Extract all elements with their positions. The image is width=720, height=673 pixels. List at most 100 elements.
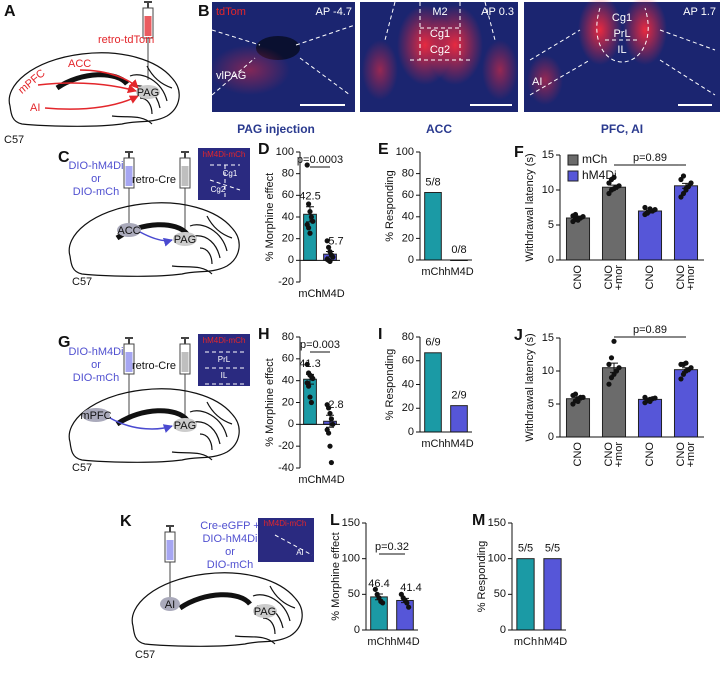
x-tick-label: CNO (675, 265, 687, 290)
y-tick-label: 100 (342, 553, 360, 565)
p-value-label: p=0.32 (375, 541, 409, 553)
panel-letter: L (330, 512, 340, 529)
bar (637, 398, 663, 438)
label-signal (578, 0, 622, 65)
data-point (647, 206, 653, 212)
y-axis-label: Withdrawal latency (s) (524, 333, 536, 441)
arrow (37, 82, 137, 94)
data-point (678, 376, 684, 382)
data-point (575, 398, 581, 404)
virus-label: or (225, 546, 235, 558)
x-tick-label: mCh (421, 266, 444, 278)
y-tick-label: 0 (500, 624, 506, 636)
mpfc-region (82, 408, 110, 422)
data-point (307, 394, 313, 400)
data-point (307, 230, 313, 236)
chart: H -40 -20 0 20 40 60 80 % Morphine effect 41.3 mCh… (258, 326, 345, 486)
y-tick-label: 0 (288, 254, 294, 266)
region-label: vlPAG (216, 70, 246, 82)
label-signal (427, 5, 483, 85)
data-point (324, 238, 330, 244)
strain-label: C57 (72, 462, 92, 474)
x-tick-label: +mor (613, 442, 625, 468)
strain-label: C57 (135, 649, 155, 661)
y-tick-label: -20 (278, 440, 294, 452)
data-point (688, 365, 694, 371)
bar (673, 185, 699, 261)
data-point (606, 361, 612, 367)
data-point (327, 258, 333, 265)
value-label: 41.3 (299, 358, 320, 370)
inset-label: AI (296, 548, 304, 557)
panel-letter: J (514, 327, 523, 344)
syringe (123, 151, 135, 231)
bar (516, 558, 535, 631)
p-value-label: p=0.89 (633, 324, 667, 336)
y-tick-label: 0 (354, 624, 360, 636)
inset-label: IL (221, 371, 228, 380)
panel-letter: M (472, 512, 485, 529)
y-axis-label: % Responding (476, 541, 488, 613)
data-point (306, 225, 312, 231)
y-tick-label: 0 (548, 254, 554, 266)
p-value-label: p=0.89 (633, 152, 667, 164)
data-point (328, 416, 334, 422)
region-label: AI (30, 102, 40, 114)
region-label: IL (617, 44, 626, 56)
virus-label: DIO-hM4Di (68, 160, 123, 172)
y-tick-label: 0 (548, 431, 554, 443)
y-tick-label: 15 (542, 149, 554, 161)
chart: D -20 0 20 40 60 80 100 % Morphine effect 42.5 mCh… (258, 141, 345, 300)
y-tick-label: 50 (348, 588, 360, 600)
legend-label: mCh (582, 152, 607, 166)
virus-label: or (91, 359, 101, 371)
y-tick-label: 20 (402, 232, 414, 244)
region-label: PAG (174, 420, 196, 432)
region-label: ACC (117, 225, 140, 237)
region-label: mPFC (16, 67, 48, 96)
x-tick-label: CNO (675, 442, 687, 467)
panel-letter: B (198, 3, 210, 20)
data-point (306, 383, 312, 389)
value-label: 46.4 (368, 578, 389, 590)
x-tick-label: mCh (514, 636, 537, 648)
data-point (310, 218, 316, 224)
inset-label: PrL (218, 355, 231, 364)
region-label: PAG (174, 234, 196, 246)
y-tick-label: 60 (282, 189, 294, 201)
y-tick-label: 150 (488, 517, 506, 529)
panel-letter: F (514, 144, 524, 161)
panel-letter: A (4, 3, 16, 20)
region-label: Cg2 (430, 44, 450, 56)
virus-label: DIO-hM4Di (68, 346, 123, 358)
data-point (404, 600, 410, 606)
data-point (572, 211, 579, 218)
chart: L 0 50 100 150% Morphine effect 46.4 mCh 41.4 hM… (330, 512, 422, 648)
y-tick-label: 5 (548, 219, 554, 231)
ap-label: AP -4.7 (316, 6, 353, 18)
y-tick-label: 100 (276, 146, 294, 158)
region-label: M2 (432, 6, 447, 18)
data-point (611, 338, 617, 344)
x-tick-label: CNO (572, 265, 584, 290)
inset-label: hM4Di-mCh (203, 150, 246, 159)
y-axis-label: % Morphine effect (330, 532, 342, 620)
panel-g: G DIO-hM4Di or DIO-mCh retro-Cre hM4Di-m… (58, 334, 250, 474)
data-point (306, 201, 312, 207)
value-label: 5/8 (425, 176, 440, 188)
image-caption: PFC, AI (601, 122, 643, 136)
value-label: 5/5 (545, 543, 560, 555)
inset-image (198, 148, 250, 200)
y-tick-label: 10 (542, 365, 554, 377)
x-tick-label: hM4D (315, 474, 344, 486)
region-label: PAG (254, 606, 276, 618)
x-tick-label: +mor (685, 265, 697, 291)
region-label: AI (532, 76, 542, 88)
y-tick-label: -20 (278, 276, 294, 288)
x-tick-label: hM4D (390, 636, 419, 648)
virus-label: or (91, 173, 101, 185)
data-point (580, 394, 586, 400)
region-label: PAG (137, 87, 159, 99)
virus-label: retro-Cre (132, 174, 176, 186)
data-point (304, 361, 310, 367)
